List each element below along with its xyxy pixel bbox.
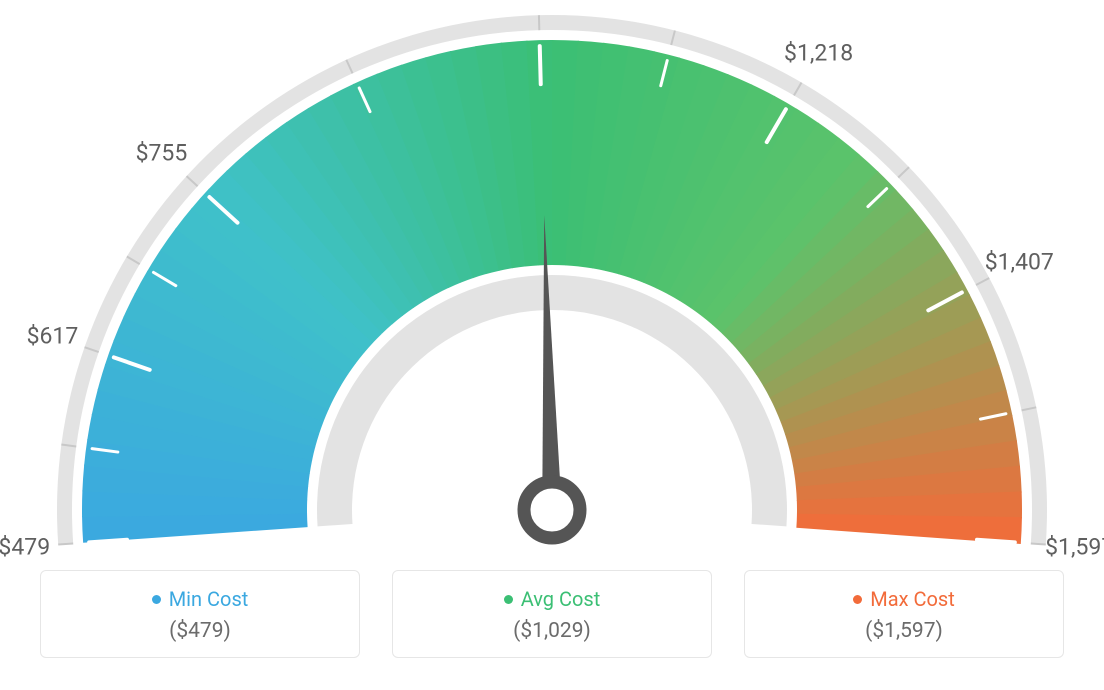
legend-top-max: Max Cost	[755, 587, 1053, 611]
gauge-tick-label: $479	[0, 533, 50, 560]
gauge-tick-label: $1,407	[985, 249, 1054, 276]
legend-label-max: Max Cost	[870, 587, 955, 611]
legend-top-avg: Avg Cost	[403, 587, 701, 611]
legend-value-max: ($1,597)	[755, 619, 1053, 643]
legend-card-avg: Avg Cost ($1,029)	[392, 570, 712, 658]
legend-value-avg: ($1,029)	[403, 619, 701, 643]
legend-card-min: Min Cost ($479)	[40, 570, 360, 658]
legend-label-min: Min Cost	[169, 587, 249, 611]
gauge-svg	[0, 0, 1104, 560]
gauge-chart: $479$617$755$1,029$1,218$1,407$1,597	[0, 0, 1104, 560]
legend-dot-min	[152, 595, 161, 604]
legend-dot-avg	[504, 595, 513, 604]
legend-value-min: ($479)	[51, 619, 349, 643]
gauge-tick-label: $1,597	[1045, 533, 1104, 560]
legend-top-min: Min Cost	[51, 587, 349, 611]
legend-card-max: Max Cost ($1,597)	[744, 570, 1064, 658]
gauge-tick-label: $1,218	[784, 40, 853, 67]
legend-label-avg: Avg Cost	[521, 587, 601, 611]
legend-row: Min Cost ($479) Avg Cost ($1,029) Max Co…	[0, 570, 1104, 658]
legend-dot-max	[853, 595, 862, 604]
gauge-tick-label: $617	[27, 322, 79, 349]
gauge-tick-label: $755	[136, 140, 188, 167]
